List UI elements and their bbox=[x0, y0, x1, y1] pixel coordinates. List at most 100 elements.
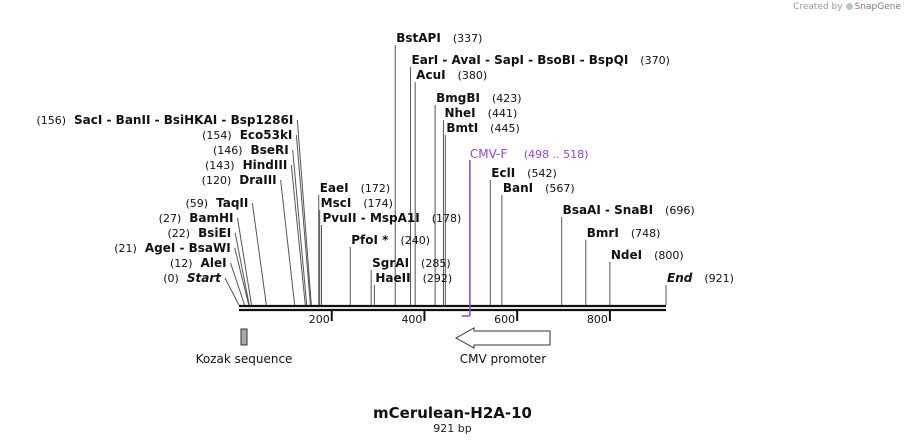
site-name: DraIII bbox=[239, 173, 276, 187]
site-taqii: TaqII (59) bbox=[185, 196, 267, 306]
site-line bbox=[230, 262, 246, 306]
site-position: (22) bbox=[168, 227, 191, 240]
site-position: (337) bbox=[453, 32, 483, 45]
site-ndei: NdeI (800) bbox=[609, 248, 684, 305]
site-start: Start (0) bbox=[163, 271, 240, 306]
site-pvuii: PvuII - MspA1I (178) bbox=[321, 211, 462, 305]
site-nhei: NheI (441) bbox=[442, 106, 518, 305]
site-name: MscI bbox=[321, 196, 352, 210]
site-name: PvuII - MspA1I bbox=[323, 211, 420, 225]
site-position: (12) bbox=[170, 257, 193, 270]
site-line bbox=[224, 277, 240, 306]
site-position: (748) bbox=[631, 227, 661, 240]
site-bsaai: BsaAI - SnaBI (696) bbox=[561, 203, 695, 305]
site-position: (285) bbox=[421, 257, 451, 270]
site-alei: AleI (12) bbox=[170, 256, 246, 306]
credit-brand: SnapGene bbox=[854, 2, 901, 12]
site-line bbox=[234, 247, 250, 306]
site-name: SacI - BanII - BsiHKAI - Bsp1286I bbox=[74, 113, 293, 127]
site-position: (0) bbox=[163, 272, 179, 285]
site-line bbox=[290, 164, 306, 306]
site-name: EarI - AvaI - SapI - BsoBI - BspQI bbox=[412, 53, 629, 67]
site-position: (423) bbox=[492, 92, 522, 105]
site-position: (441) bbox=[488, 107, 518, 120]
site-position: (292) bbox=[423, 272, 453, 285]
site-position: (542) bbox=[527, 167, 557, 180]
site-line bbox=[280, 179, 296, 306]
site-name: AgeI - BsaWI bbox=[145, 241, 231, 255]
site-eari: EarI - AvaI - SapI - BsoBI - BspQI (370) bbox=[410, 53, 670, 305]
snapgene-credit: Created by SnapGene bbox=[793, 2, 901, 12]
site-name: NheI bbox=[444, 106, 475, 120]
feature-arrow bbox=[454, 327, 551, 349]
site-name: AleI bbox=[201, 256, 227, 270]
site-end: End (921) bbox=[665, 271, 734, 305]
site-name: BseRI bbox=[251, 143, 289, 157]
site-line bbox=[296, 119, 312, 306]
axis-tick-label: 800 bbox=[587, 313, 608, 326]
feature-box bbox=[240, 328, 248, 346]
site-position: (696) bbox=[665, 204, 695, 217]
site-position: (445) bbox=[490, 122, 520, 135]
site-name: Start bbox=[187, 271, 222, 285]
site-position: (240) bbox=[400, 234, 430, 247]
site-name: AcuI bbox=[416, 68, 445, 82]
site-name: HaeII bbox=[375, 271, 410, 285]
site-name: End bbox=[667, 271, 693, 285]
feature-label: Kozak sequence bbox=[196, 352, 293, 366]
site-position: (921) bbox=[704, 272, 734, 285]
site-line bbox=[292, 149, 308, 306]
site-bmri: BmrI (748) bbox=[585, 226, 661, 305]
site-name: BmrI bbox=[587, 226, 619, 240]
site-position: (27) bbox=[159, 212, 182, 225]
site-position: (146) bbox=[213, 144, 243, 157]
site-position: (154) bbox=[202, 129, 232, 142]
site-position: (156) bbox=[36, 114, 66, 127]
map-length: 921 bp bbox=[433, 422, 472, 435]
site-haeii: HaeII (292) bbox=[373, 271, 453, 305]
site-name: BsaAI - SnaBI bbox=[563, 203, 653, 217]
site-msci: MscI (174) bbox=[319, 196, 393, 305]
site-acui: AcuI (380) bbox=[414, 68, 488, 305]
site-position: (143) bbox=[205, 159, 235, 172]
primer-name: CMV-F bbox=[470, 147, 508, 161]
feature-cmv: CMV promoter bbox=[454, 327, 551, 366]
map-title: mCerulean-H2A-10 bbox=[373, 404, 532, 422]
site-name: BmgBI bbox=[436, 91, 480, 105]
primer-range: (498 .. 518) bbox=[524, 148, 589, 161]
site-agei: AgeI - BsaWI (21) bbox=[114, 241, 250, 306]
axis-tick-label: 200 bbox=[309, 313, 330, 326]
site-bstapi: BstAPI (337) bbox=[394, 31, 483, 305]
site-name: BstAPI bbox=[396, 31, 441, 45]
site-position: (178) bbox=[432, 212, 462, 225]
site-position: (567) bbox=[545, 182, 575, 195]
site-line bbox=[234, 232, 250, 306]
site-position: (800) bbox=[654, 249, 684, 262]
site-pfoi: PfoI * (240) bbox=[349, 233, 430, 305]
site-bani: BanI (567) bbox=[501, 181, 575, 305]
site-position: (59) bbox=[185, 197, 208, 210]
site-sgrai: SgrAI (285) bbox=[370, 256, 451, 305]
site-name: TaqII bbox=[216, 196, 248, 210]
snapgene-logo-icon bbox=[845, 3, 853, 10]
site-saci: SacI - BanII - BsiHKAI - Bsp1286I (156) bbox=[36, 113, 312, 306]
site-name: Eco53kI bbox=[240, 128, 293, 142]
site-line bbox=[295, 134, 311, 306]
site-position: (380) bbox=[458, 69, 488, 82]
site-eco53ki: Eco53kI (154) bbox=[202, 128, 311, 306]
site-position: (120) bbox=[202, 174, 232, 187]
site-name: NdeI bbox=[611, 248, 642, 262]
axis-tick-label: 400 bbox=[401, 313, 422, 326]
site-bamhi: BamHI (27) bbox=[159, 211, 253, 306]
credit-prefix: Created by bbox=[793, 2, 843, 12]
site-eaei: EaeI (172) bbox=[318, 181, 390, 305]
site-name: EaeI bbox=[320, 181, 349, 195]
site-name: EclI bbox=[491, 166, 515, 180]
site-draiii: DraIII (120) bbox=[202, 173, 296, 306]
site-name: BsiEI bbox=[198, 226, 231, 240]
feature-label: CMV promoter bbox=[460, 352, 547, 366]
site-name: HindIII bbox=[243, 158, 288, 172]
site-position: (370) bbox=[640, 54, 670, 67]
site-name: BmtI bbox=[446, 121, 478, 135]
